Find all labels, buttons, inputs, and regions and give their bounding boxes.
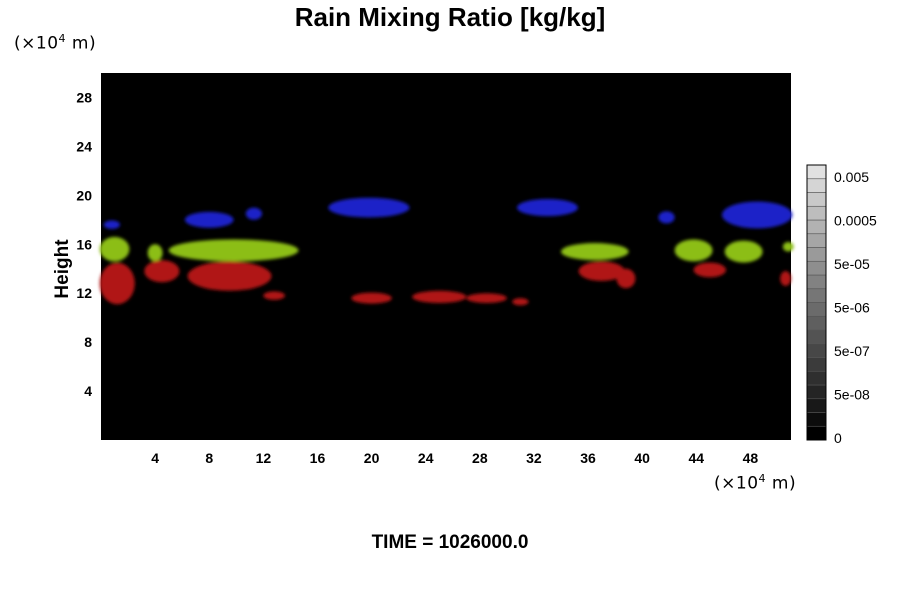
x-tick-label: 20	[364, 450, 380, 466]
colorbar-swatch	[806, 233, 827, 248]
time-label: TIME = 1026000.0	[371, 532, 529, 553]
colorbar-swatch	[806, 178, 827, 193]
rain-blob-lower	[693, 262, 727, 278]
colorbar-label: 0.005	[834, 169, 869, 185]
rain-blob-upper	[328, 197, 410, 218]
rain-field	[99, 197, 794, 306]
rain-blob-lower	[99, 262, 135, 305]
colorbar-swatch	[806, 315, 827, 331]
colorbar-label: 0.0005	[834, 213, 877, 229]
rain-blob-middle	[99, 236, 130, 262]
y-tick-label: 20	[76, 187, 92, 203]
colorbar-swatch	[806, 274, 827, 290]
rain-blob-upper	[517, 199, 578, 217]
colorbar-swatch	[806, 288, 827, 303]
rain-blob-middle	[561, 243, 629, 261]
colorbar-frame	[806, 164, 827, 441]
x-tick-label: 40	[634, 450, 650, 466]
rain-blob-lower	[780, 271, 792, 286]
chart-title: Rain Mixing Ratio [kg/kg]	[294, 2, 606, 32]
y-tick-label: 28	[76, 89, 92, 105]
colorbar-swatch	[806, 384, 827, 400]
colorbar-swatch	[806, 302, 827, 317]
colorbar-label: 0	[834, 430, 842, 446]
x-tick-label: 8	[205, 450, 213, 466]
colorbar-swatch	[806, 260, 827, 276]
colorbar-swatch	[806, 205, 827, 221]
colorbar-label: 5e-07	[834, 343, 870, 359]
rain-blob-middle	[674, 239, 713, 262]
colorbar-swatch	[806, 357, 827, 372]
y-tick-label: 12	[76, 285, 92, 301]
colorbar-swatch	[806, 343, 827, 358]
y-axis-ticks: 4 8 12 16 20 24 28	[76, 89, 92, 399]
x-tick-label: 4	[151, 450, 159, 466]
rain-blob-upper	[658, 211, 675, 224]
colorbar-swatch	[806, 412, 827, 427]
rain-blob-lower	[616, 268, 636, 289]
colorbar-swatch	[806, 192, 827, 207]
rain-blob-middle	[168, 239, 299, 262]
rain-blob-lower	[187, 261, 272, 291]
colorbar-label: 5e-06	[834, 300, 870, 316]
y-tick-label: 16	[76, 236, 92, 252]
rain-blob-lower	[412, 290, 467, 303]
colorbar-swatch	[806, 329, 827, 345]
rain-blob-upper	[722, 201, 793, 229]
rain-blob-lower	[144, 260, 180, 283]
rain-blob-middle	[724, 240, 763, 263]
rain-blob-lower	[466, 293, 507, 303]
colorbar-swatch	[806, 425, 827, 441]
rain-blob-middle	[782, 241, 794, 252]
colorbar-label: 5e-08	[834, 387, 870, 403]
x-tick-label: 32	[526, 450, 542, 466]
rain-blob-lower	[512, 298, 529, 306]
colorbar-label: 5e-05	[834, 256, 870, 272]
x-tick-label: 28	[472, 450, 488, 466]
y-tick-label: 8	[84, 334, 92, 350]
x-axis-unit: (×104 m)	[714, 472, 797, 494]
rain-blob-lower	[263, 291, 286, 300]
x-tick-label: 12	[256, 450, 272, 466]
rain-blob-lower	[351, 292, 392, 304]
colorbar-swatch	[806, 398, 827, 413]
rain-blob-upper	[184, 211, 234, 228]
y-tick-label: 4	[84, 383, 92, 399]
x-tick-label: 36	[580, 450, 596, 466]
x-axis-ticks: 4 8 12 16 20 24 28 32 36 40 44 48	[151, 450, 758, 466]
colorbar-swatch	[806, 370, 827, 386]
colorbar-swatch	[806, 247, 827, 262]
x-tick-label: 48	[743, 450, 759, 466]
colorbar-swatch	[806, 164, 827, 180]
y-axis-unit: (×104 m)	[14, 32, 97, 54]
x-tick-label: 16	[310, 450, 326, 466]
colorbar: 0 5e-08 5e-07 5e-06 5e-05 0.0005 0.005	[806, 164, 877, 446]
rain-blob-upper	[103, 220, 120, 229]
x-tick-label: 44	[689, 450, 705, 466]
y-tick-label: 24	[76, 138, 92, 154]
x-tick-label: 24	[418, 450, 434, 466]
colorbar-swatch	[806, 219, 827, 235]
rain-blob-middle	[147, 244, 163, 262]
rain-blob-upper	[245, 207, 262, 220]
rain-blob-lower	[578, 261, 625, 281]
